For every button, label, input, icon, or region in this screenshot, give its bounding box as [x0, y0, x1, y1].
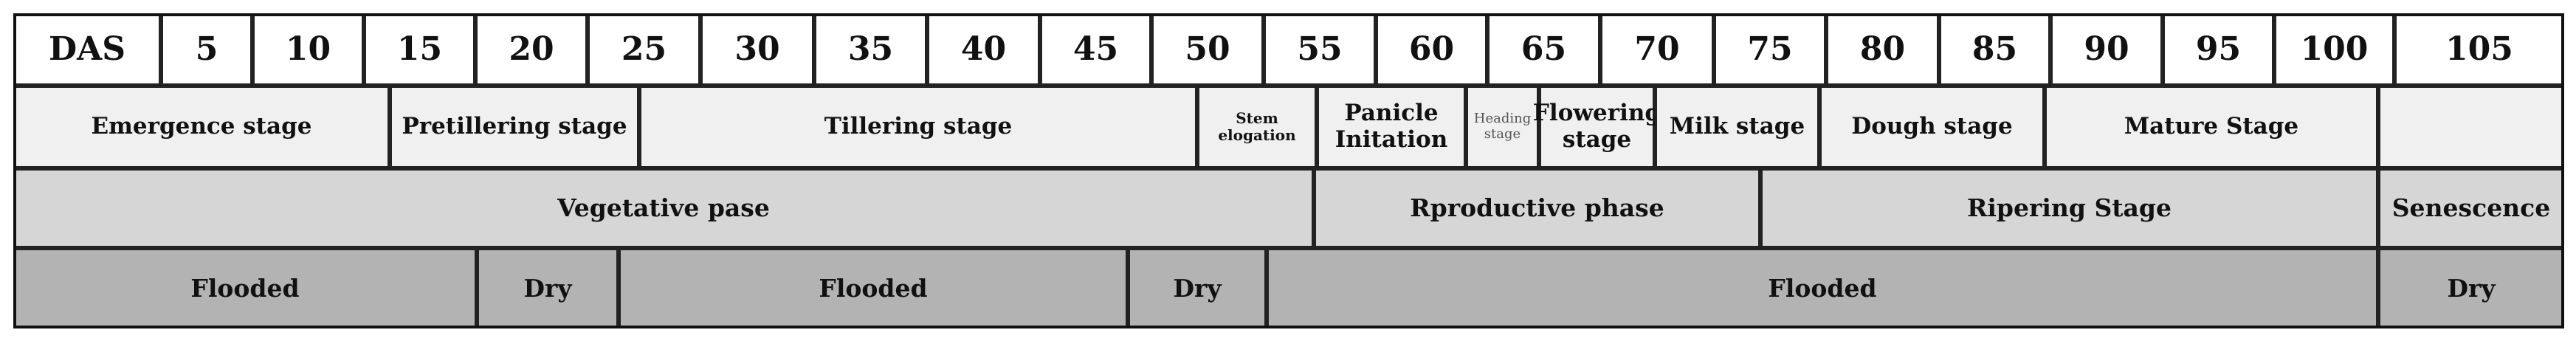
das-tick: 35 [814, 13, 927, 86]
growth-phase: Ripering Stage [1760, 168, 2378, 248]
growth-stage: Flowering stage [1533, 86, 1661, 168]
das-tick: 50 [1151, 13, 1264, 86]
das-tick: 5 [161, 13, 252, 86]
das-tick: 95 [2163, 13, 2274, 86]
water-regime: Flooded [619, 248, 1128, 328]
water-regime: Flooded [13, 248, 477, 328]
growth-stage [2378, 86, 2564, 168]
growth-stage: Heading stage [1466, 86, 1539, 168]
growth-phase: Vegetative pase [13, 168, 1314, 248]
growth-stage: Stem elogation [1197, 86, 1317, 168]
das-tick: 40 [927, 13, 1040, 86]
das-tick: 10 [252, 13, 364, 86]
growth-stage: Panicle Initation [1317, 86, 1466, 168]
growth-stage: Dough stage [1819, 86, 2045, 168]
das-tick: 45 [1040, 13, 1151, 86]
growth-phase: Rproductive phase [1314, 168, 1760, 248]
das-tick: 100 [2274, 13, 2394, 86]
das-tick: 65 [1487, 13, 1600, 86]
das-tick: 60 [1376, 13, 1487, 86]
growth-stage: Mature Stage [2045, 86, 2378, 168]
das-tick: 90 [2050, 13, 2163, 86]
das-tick: 20 [475, 13, 588, 86]
water-regime: Dry [1128, 248, 1267, 328]
das-label: DAS [13, 13, 161, 86]
das-tick: 70 [1600, 13, 1714, 86]
das-tick: 25 [588, 13, 700, 86]
das-tick: 80 [1826, 13, 1939, 86]
das-tick: 15 [364, 13, 475, 86]
water-regime: Flooded [1267, 248, 2378, 328]
water-regime: Dry [2378, 248, 2564, 328]
growth-stage: Emergence stage [13, 86, 390, 168]
das-tick: 85 [1939, 13, 2050, 86]
growth-stage: Tillering stage [639, 86, 1197, 168]
growth-stage: Pretillering stage [390, 86, 639, 168]
water-regime: Dry [477, 248, 619, 328]
growth-phase: Senescence [2378, 168, 2564, 248]
das-tick: 105 [2394, 13, 2564, 86]
growth-stage: Milk stage [1655, 86, 1819, 168]
das-tick: 30 [700, 13, 814, 86]
das-tick: 75 [1714, 13, 1826, 86]
das-tick: 55 [1264, 13, 1376, 86]
